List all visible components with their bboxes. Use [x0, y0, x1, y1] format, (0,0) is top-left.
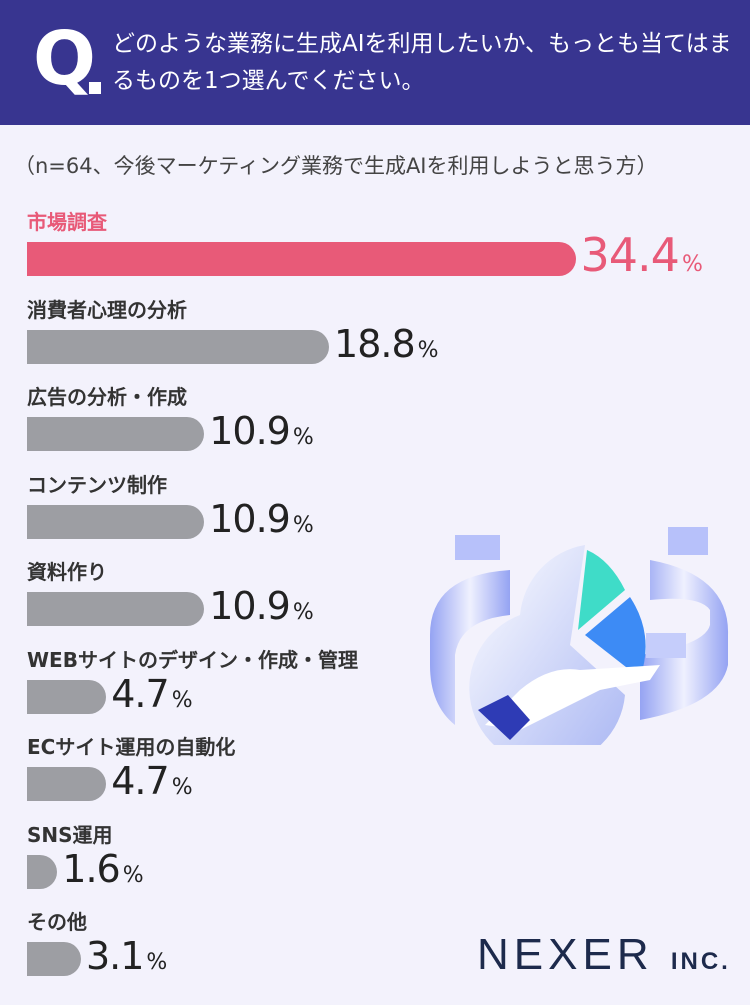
bar [27, 592, 205, 626]
sample-note: （n=64、今後マーケティング業務で生成AIを利用しようと思う方） [14, 154, 658, 178]
q-dot [89, 82, 101, 94]
q-mark: Q [33, 16, 96, 102]
value-unit: % [292, 425, 314, 450]
value-label: 10.9% [209, 409, 314, 453]
value-label: 10.9% [209, 496, 314, 541]
category-label: コンテンツ制作 [27, 472, 167, 497]
value-unit: % [146, 950, 167, 975]
value-label: 10.9% [209, 584, 314, 628]
bar [27, 942, 81, 976]
value-label: 18.8% [334, 321, 439, 366]
value-unit: % [417, 337, 439, 363]
value-number: 1.6 [62, 846, 120, 891]
value-label: 4.7% [111, 759, 193, 803]
value-unit: % [681, 252, 703, 277]
value-number: 3.1 [85, 934, 144, 978]
bar [27, 767, 107, 801]
nexer-logo: NEXER INC. [477, 930, 731, 980]
value-label: 3.1% [85, 934, 167, 978]
bar [27, 854, 58, 889]
value-label: 34.4% [580, 228, 703, 282]
bar [27, 417, 205, 451]
value-number: 4.7 [111, 671, 169, 716]
category-label: SNS運用 [27, 822, 113, 847]
value-label: 1.6% [62, 846, 144, 891]
bar [27, 242, 576, 276]
category-label: 広告の分析・作成 [27, 385, 187, 409]
value-unit: % [292, 512, 314, 538]
category-label: 消費者心理の分析 [27, 297, 187, 322]
value-unit: % [292, 600, 314, 625]
category-label: ECサイト運用の自動化 [27, 735, 236, 759]
bar [27, 679, 107, 714]
category-label: WEBサイトのデザイン・作成・管理 [27, 647, 358, 672]
value-number: 34.4 [580, 228, 680, 282]
logo-suffix: INC. [670, 948, 731, 975]
value-number: 18.8 [334, 321, 416, 366]
value-unit: % [171, 687, 193, 713]
category-label: 市場調査 [27, 210, 107, 234]
value-number: 10.9 [209, 584, 291, 628]
question-header: Q どのような業務に生成AIを利用したいか、もっとも当てはまるものを1つ選んでく… [0, 0, 750, 125]
value-unit: % [122, 862, 144, 888]
category-label: その他 [27, 910, 87, 934]
bar [27, 329, 330, 364]
logo-name: NEXER [477, 930, 654, 979]
bar [27, 504, 205, 539]
question-text: どのような業務に生成AIを利用したいか、もっとも当てはまるものを1つ選んでくださ… [112, 31, 732, 94]
category-label: 資料作り [27, 560, 107, 584]
value-number: 10.9 [209, 496, 291, 541]
value-number: 4.7 [111, 759, 169, 803]
data-analysis-illustration [430, 527, 729, 745]
value-number: 10.9 [209, 409, 291, 453]
value-label: 4.7% [111, 671, 193, 716]
value-unit: % [171, 775, 193, 800]
